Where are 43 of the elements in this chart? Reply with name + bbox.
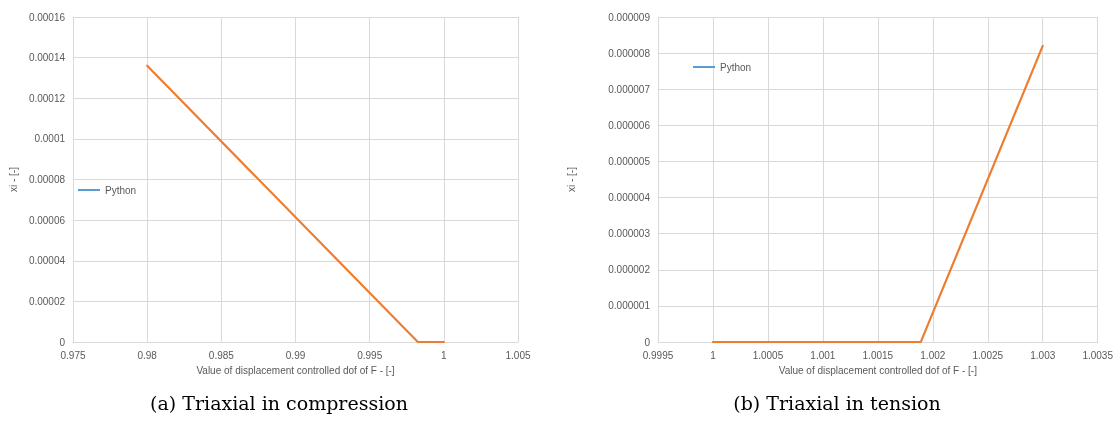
x-tick-label: 1: [710, 349, 717, 361]
legend-label: Python: [720, 61, 752, 73]
x-tick-label: 0.985: [208, 349, 235, 361]
x-tick-label: 1: [441, 349, 448, 361]
y-tick-label: 0: [644, 336, 651, 348]
y-tick-label: 0.00002: [28, 295, 66, 307]
x-axis-title: Value of displacement controlled dof of F - [-]: [196, 364, 395, 376]
text: (a) Triaxial in compression: [149, 392, 409, 414]
y-tick-label: 0.000003: [608, 228, 651, 240]
y-tick-label: 0: [59, 336, 66, 348]
text: (b) Triaxial in tension: [732, 392, 942, 414]
y-axis-title: xi - [-]: [565, 166, 577, 193]
x-tick-label: 1.0035: [1082, 349, 1114, 361]
y-tick-label: 0.00008: [28, 174, 66, 186]
x-tick-label: 0.995: [357, 349, 383, 361]
y-tick-label: 0.00006: [28, 214, 66, 226]
y-tick-label: 0.000006: [608, 119, 651, 131]
y-tick-label: 0.00004: [28, 255, 66, 267]
y-tick-label: 0.000009: [608, 11, 651, 23]
y-tick-label: 0.00012: [28, 92, 66, 104]
y-tick-label: 0.000008: [608, 47, 651, 59]
x-tick-label: 1.003: [1030, 349, 1056, 361]
x-tick-label: 0.975: [60, 349, 86, 361]
x-tick-label: 1.005: [505, 349, 531, 361]
x-tick-label: 1.0015: [862, 349, 894, 361]
x-tick-label: 1.002: [920, 349, 946, 361]
x-axis-title: Value of displacement controlled dof of F - [-]: [778, 364, 978, 376]
y-tick-label: 0.000001: [608, 300, 651, 312]
x-tick-label: 1.0025: [972, 349, 1004, 361]
y-tick-label: 0.00014: [28, 52, 66, 64]
x-tick-label: 0.99: [285, 349, 306, 361]
y-axis-title: xi - [-]: [7, 166, 19, 193]
y-tick-label: 0.000007: [608, 83, 651, 95]
x-tick-label: 1.0005: [752, 349, 784, 361]
y-tick-label: 0.000002: [608, 264, 651, 276]
y-tick-label: 0.0001: [34, 133, 66, 145]
x-tick-label: 1.001: [810, 349, 836, 361]
x-tick-label: 0.9995: [642, 349, 674, 361]
y-tick-label: 0.000004: [608, 192, 651, 204]
y-tick-label: 0.000005: [608, 155, 651, 167]
x-tick-label: 0.98: [137, 349, 158, 361]
legend-label: Python: [105, 184, 137, 196]
y-tick-label: 0.00016: [28, 11, 66, 23]
